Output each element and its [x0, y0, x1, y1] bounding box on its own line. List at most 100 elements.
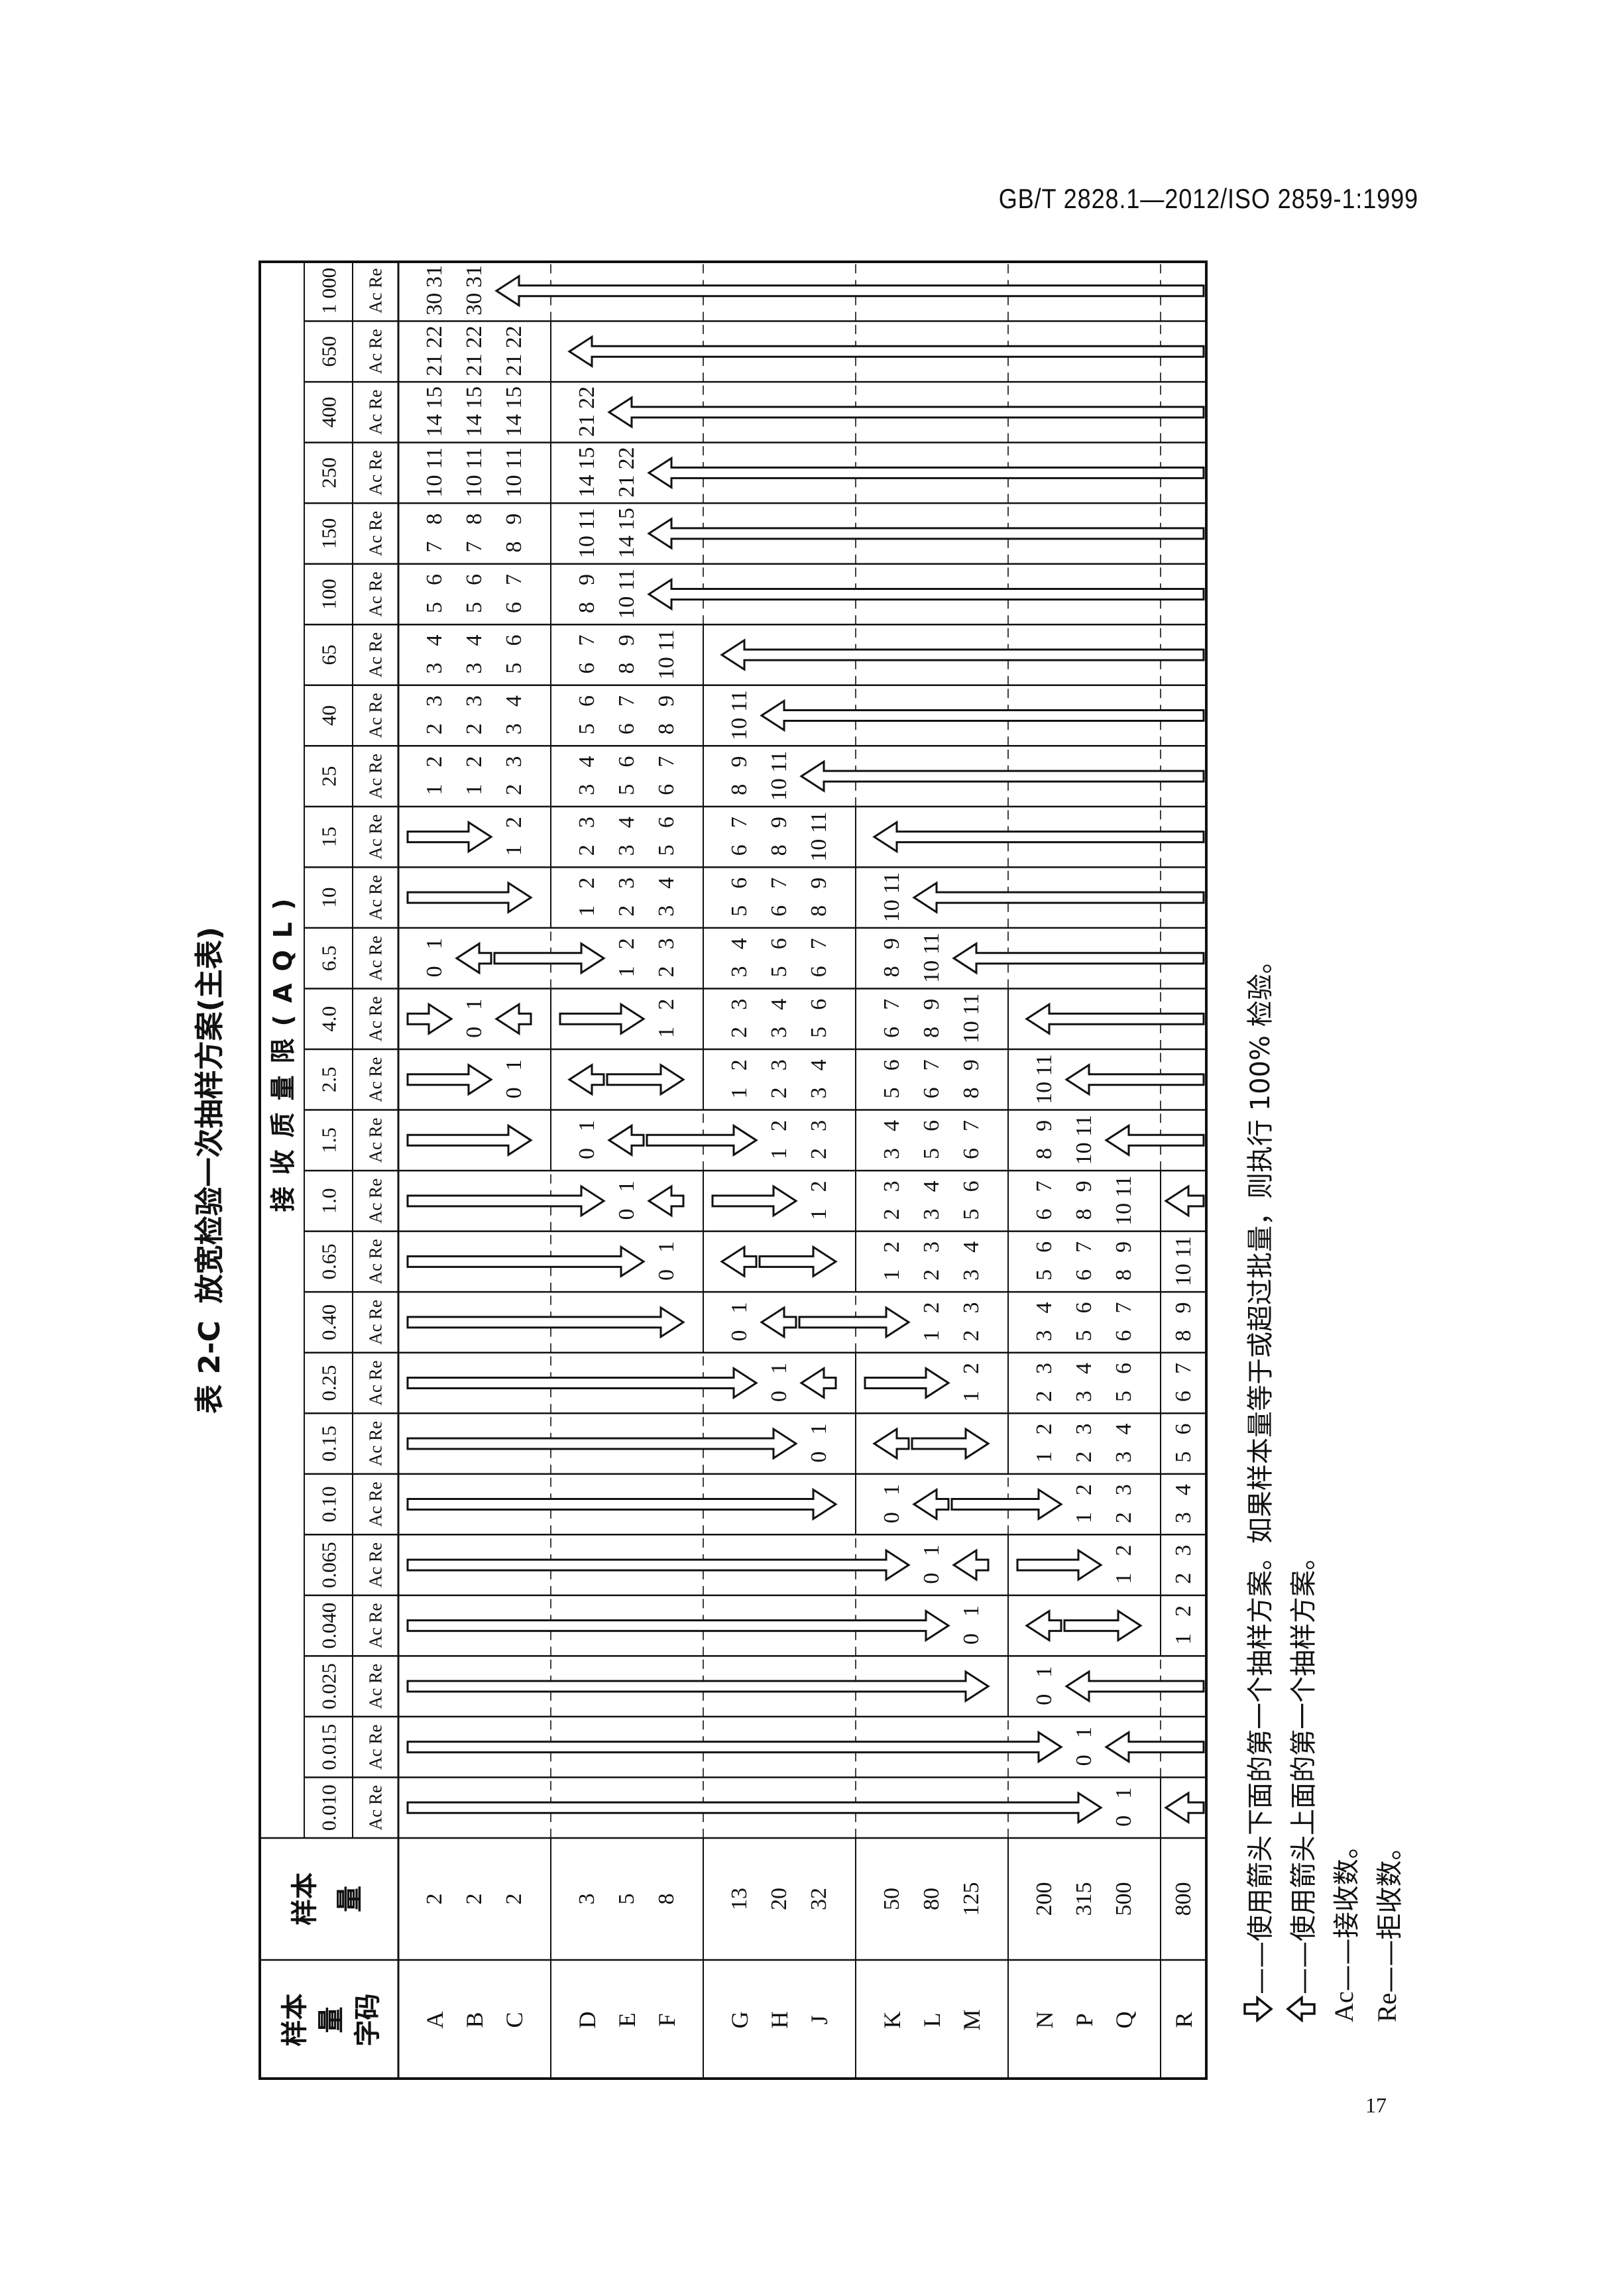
ac-value: 10 [959, 1021, 984, 1044]
aql-value-header: 40 [317, 705, 340, 726]
aql-value-header: 250 [317, 457, 340, 488]
ac-re-header: Ac Re [365, 996, 385, 1042]
re-value: 3 [1171, 1544, 1196, 1556]
down-arrow-icon [406, 1184, 606, 1218]
code-letter: L [919, 2012, 945, 2028]
up-arrow-icon [647, 517, 1205, 550]
re-value: 2 [422, 756, 447, 768]
ac-value: 21 [462, 353, 486, 376]
code-letter: R [1171, 2012, 1197, 2028]
aql-value-header: 150 [317, 518, 340, 549]
sample-size: 3 [575, 1893, 599, 1905]
ac-value: 2 [654, 966, 679, 978]
down-arrow-icon [911, 1427, 990, 1460]
ac-value: 6 [919, 1087, 944, 1099]
ac-value: 5 [919, 1147, 944, 1159]
down-arrow-icon [798, 1306, 911, 1339]
ac-value: 5 [614, 783, 639, 795]
table-title-text: 放宽检验一次抽样方案(主表) [193, 927, 227, 1304]
ac-value: 0 [502, 1087, 526, 1099]
re-value: 3 [614, 877, 639, 889]
ac-value: 5 [1171, 1451, 1196, 1463]
ac-value: 1 [880, 1269, 904, 1281]
up-arrow-icon [1104, 1123, 1205, 1157]
re-value: 9 [767, 817, 791, 829]
down-arrow-icon [864, 1366, 950, 1400]
re-value: 1 [614, 1180, 639, 1192]
re-value: 22 [422, 325, 447, 349]
ac-value: 7 [462, 541, 486, 553]
ac-re-header: Ac Re [365, 1178, 385, 1224]
ac-value: 1 [1112, 1572, 1136, 1584]
ac-value: 1 [959, 1391, 984, 1403]
re-value: 3 [807, 1119, 831, 1131]
down-arrow-icon [559, 1002, 646, 1035]
aql-value-header: 650 [317, 336, 340, 367]
re-value: 6 [807, 998, 831, 1010]
ac-value: 6 [807, 966, 831, 978]
ac-value: 3 [1171, 1512, 1196, 1524]
up-arrow-icon [872, 1427, 910, 1460]
down-arrow-icon [406, 1002, 453, 1035]
sample-size: 13 [727, 1888, 752, 1910]
ac-value: 8 [1112, 1269, 1136, 1281]
ac-re-header: Ac Re [365, 632, 385, 678]
re-value: 7 [767, 877, 791, 889]
re-value: 9 [959, 1059, 984, 1071]
sample-size: 125 [959, 1882, 984, 1916]
ac-value: 6 [880, 1026, 904, 1038]
re-value: 6 [462, 574, 486, 585]
re-value: 6 [919, 1119, 944, 1131]
ac-value: 2 [1171, 1572, 1196, 1584]
re-value: 7 [575, 634, 599, 646]
ac-re-header: Ac Re [365, 329, 385, 374]
down-arrow-icon [406, 881, 533, 914]
aql-value-header: 400 [317, 396, 340, 428]
re-value: 1 [654, 1241, 679, 1253]
aql-value-header: 4.0 [317, 1005, 340, 1032]
re-value: 2 [959, 1363, 984, 1374]
re-value: 11 [502, 447, 526, 469]
ac-value: 3 [880, 1147, 904, 1159]
up-arrow-icon [912, 881, 1205, 914]
aql-value-header: 10 [317, 887, 340, 908]
ac-value: 3 [959, 1269, 984, 1281]
re-value: 11 [727, 690, 752, 712]
ac-value: 21 [422, 353, 447, 376]
down-arrow-icon [406, 1487, 838, 1521]
aql-header: 接收质量限(AQL) [268, 886, 298, 1212]
sample-size-column-header: 量 [335, 1886, 365, 1912]
up-arrow-icon [647, 1184, 685, 1218]
page-header: GB/T 2828.1—2012/ISO 2859-1:1999 [998, 183, 1418, 214]
code-letter: G [726, 2011, 753, 2029]
up-arrow-icon [647, 456, 1205, 490]
re-value: 6 [1171, 1423, 1196, 1435]
re-value: 3 [959, 1302, 984, 1314]
down-arrow-icon [950, 1487, 1063, 1521]
ac-re-header: Ac Re [365, 1118, 385, 1163]
down-arrow-icon [711, 1184, 798, 1218]
note-text: ——拒收数。 [1374, 1833, 1405, 1993]
ac-value: 2 [1072, 1451, 1096, 1463]
re-value: 6 [1032, 1241, 1057, 1253]
ac-value: 5 [502, 662, 526, 674]
ac-value: 10 [807, 838, 831, 862]
ac-value: 21 [614, 475, 639, 498]
ac-value: 1 [422, 783, 447, 795]
ac-value: 8 [880, 966, 904, 978]
ac-value: 5 [959, 1208, 984, 1220]
aql-value-header: 1 000 [317, 267, 340, 314]
note-text: ——接收数。 [1331, 1832, 1362, 1992]
down-arrow-icon [406, 1427, 798, 1460]
ac-value: 5 [575, 723, 599, 735]
code-letter: H [766, 2011, 793, 2029]
re-value: 2 [654, 998, 679, 1010]
re-value: 6 [614, 756, 639, 768]
ac-value: 2 [1032, 1391, 1057, 1403]
up-arrow-icon [1104, 1730, 1205, 1764]
down-arrow-icon [406, 1366, 758, 1400]
re-value: 6 [422, 574, 447, 585]
down-arrow-icon [406, 1123, 533, 1157]
ac-value: 0 [959, 1633, 984, 1645]
ac-value: 6 [1032, 1208, 1057, 1220]
